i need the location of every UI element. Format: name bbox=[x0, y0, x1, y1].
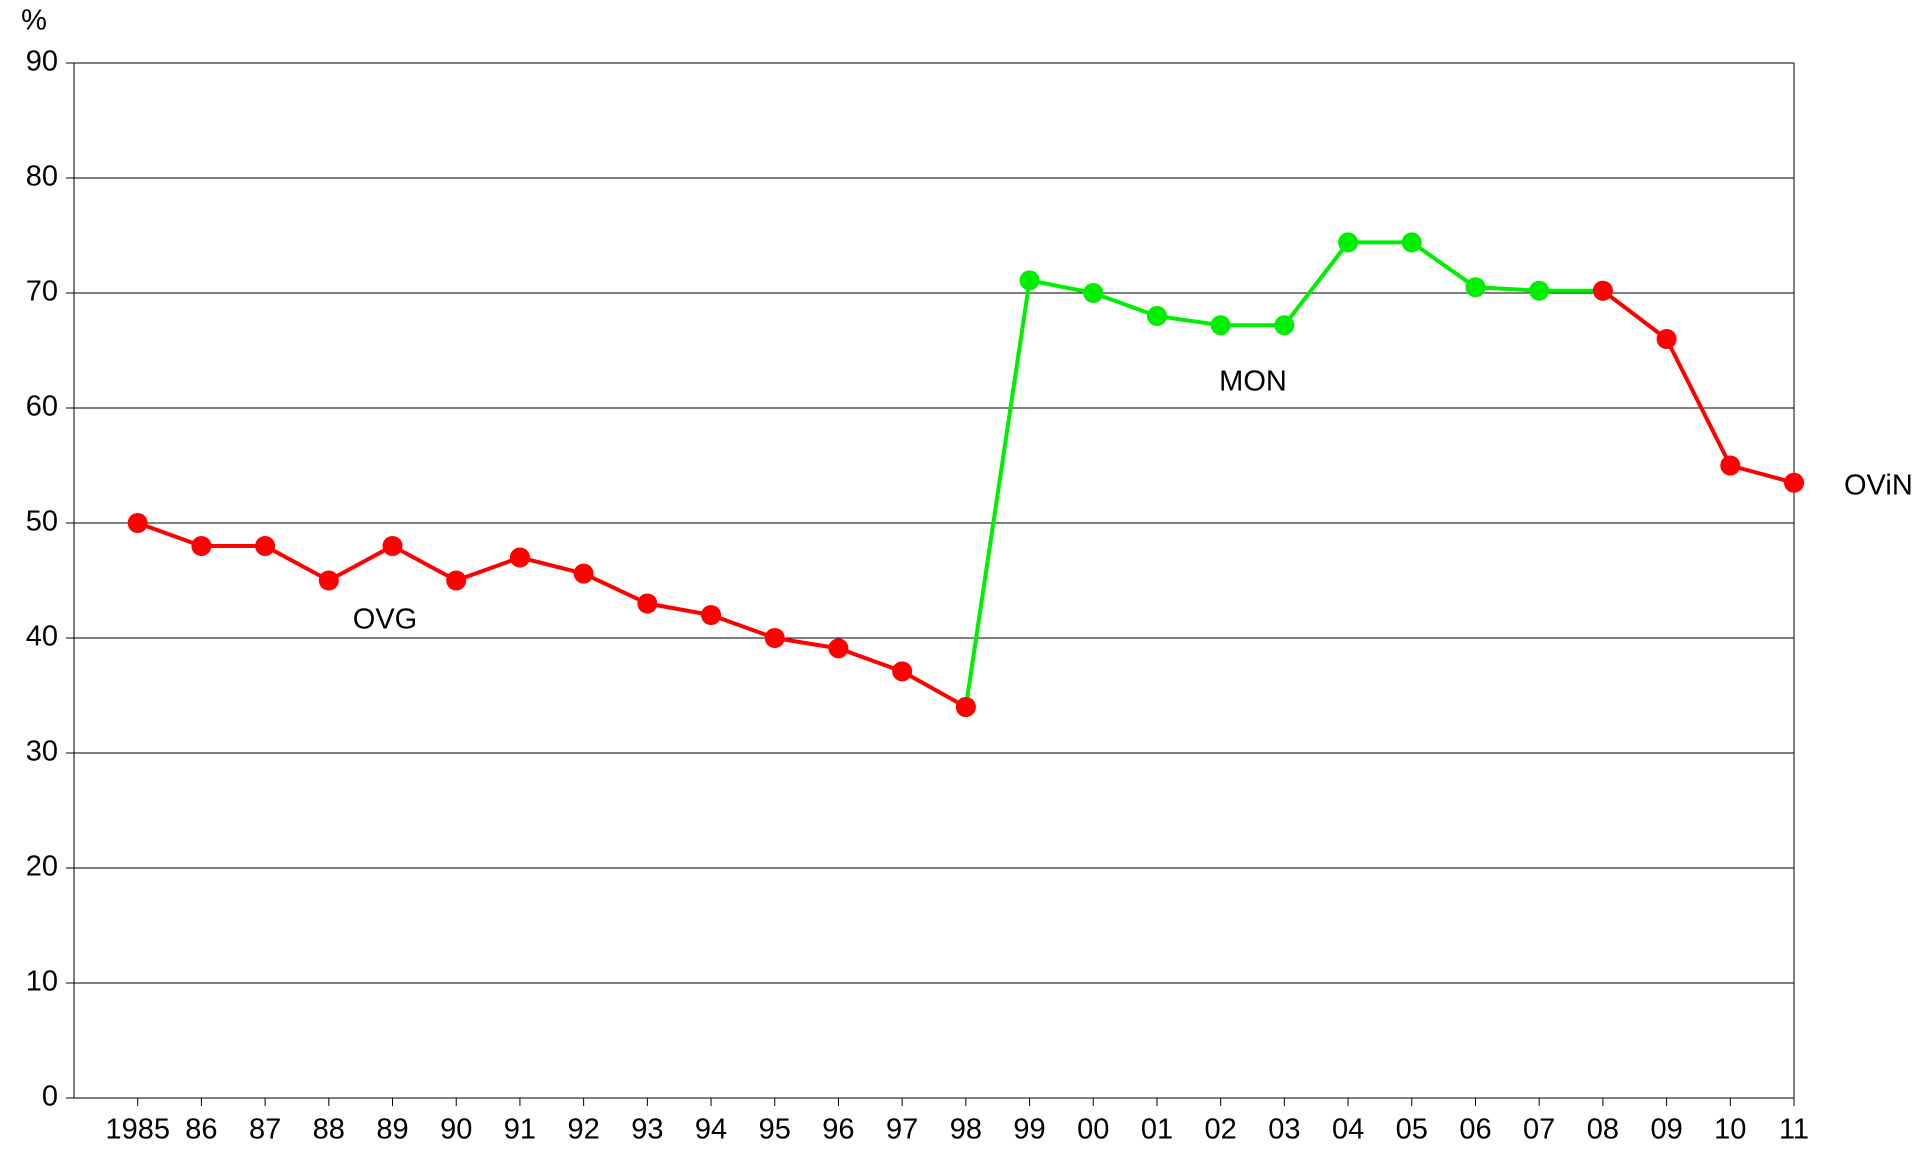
data-point bbox=[191, 536, 212, 556]
data-point bbox=[701, 605, 722, 625]
x-tick-label: 92 bbox=[567, 1114, 599, 1146]
data-point bbox=[892, 661, 913, 682]
y-tick-label: 70 bbox=[26, 276, 58, 308]
data-point bbox=[255, 536, 276, 556]
y-tick-label: 80 bbox=[26, 161, 58, 193]
data-point bbox=[764, 628, 785, 648]
y-tick-label: 30 bbox=[26, 736, 58, 768]
y-tick-label: 10 bbox=[26, 966, 58, 998]
x-tick-label: 98 bbox=[950, 1114, 982, 1146]
data-point bbox=[1784, 472, 1804, 493]
data-point bbox=[1656, 329, 1677, 349]
x-tick-label: 09 bbox=[1650, 1114, 1682, 1146]
y-tick-label: 90 bbox=[26, 46, 58, 78]
x-tick-label: 11 bbox=[1779, 1114, 1809, 1146]
data-point bbox=[127, 513, 148, 533]
y-axis-label: % bbox=[21, 5, 47, 37]
x-tick-label: 89 bbox=[376, 1114, 408, 1146]
data-point bbox=[1720, 455, 1741, 476]
data-point bbox=[382, 536, 403, 556]
annotation: OViN bbox=[1844, 470, 1913, 502]
data-point bbox=[1146, 306, 1167, 326]
data-point bbox=[1465, 277, 1486, 298]
annotation: OVG bbox=[353, 604, 417, 636]
x-tick-label: 94 bbox=[695, 1114, 727, 1146]
data-point bbox=[573, 563, 594, 584]
data-point bbox=[1274, 315, 1295, 336]
data-point bbox=[318, 570, 339, 591]
y-tick-label: 60 bbox=[26, 391, 58, 423]
series-line bbox=[137, 289, 1795, 709]
x-tick-label: 03 bbox=[1268, 1114, 1300, 1146]
data-point bbox=[1019, 270, 1040, 291]
data-point bbox=[637, 593, 658, 614]
x-tick-label: 1985 bbox=[105, 1114, 170, 1146]
x-tick-label: 93 bbox=[631, 1114, 663, 1146]
x-tick-label: 00 bbox=[1077, 1114, 1109, 1146]
data-point bbox=[509, 547, 530, 568]
x-tick-label: 05 bbox=[1396, 1114, 1428, 1146]
x-tick-label: 96 bbox=[822, 1114, 854, 1146]
data-point bbox=[1529, 280, 1550, 301]
y-tick-label: 20 bbox=[26, 851, 58, 883]
y-tick-label: 40 bbox=[26, 621, 58, 653]
data-point bbox=[1083, 283, 1104, 303]
data-point bbox=[1210, 315, 1231, 336]
x-tick-label: 88 bbox=[313, 1114, 345, 1146]
data-point bbox=[1338, 232, 1359, 253]
y-tick-label: 0 bbox=[42, 1081, 58, 1113]
x-tick-label: 01 bbox=[1141, 1114, 1173, 1146]
y-tick-label: 50 bbox=[26, 506, 58, 538]
series-line bbox=[963, 240, 1603, 708]
x-tick-label: 86 bbox=[185, 1114, 217, 1146]
x-tick-label: 99 bbox=[1013, 1114, 1045, 1146]
data-point bbox=[1401, 232, 1422, 253]
x-tick-label: 10 bbox=[1714, 1114, 1746, 1146]
data-point bbox=[1592, 280, 1613, 301]
x-tick-label: 97 bbox=[886, 1114, 918, 1146]
x-tick-label: 87 bbox=[249, 1114, 281, 1146]
x-tick-label: 08 bbox=[1587, 1114, 1619, 1146]
data-point bbox=[446, 570, 467, 591]
x-tick-label: 04 bbox=[1332, 1114, 1364, 1146]
x-tick-label: 95 bbox=[759, 1114, 791, 1146]
data-point bbox=[828, 638, 849, 659]
x-tick-label: 02 bbox=[1205, 1114, 1237, 1146]
x-tick-label: 90 bbox=[440, 1114, 472, 1146]
data-point bbox=[955, 697, 976, 717]
x-tick-label: 06 bbox=[1459, 1114, 1491, 1146]
x-tick-label: 91 bbox=[504, 1114, 536, 1146]
annotation: MON bbox=[1219, 366, 1287, 398]
x-tick-label: 07 bbox=[1523, 1114, 1555, 1146]
